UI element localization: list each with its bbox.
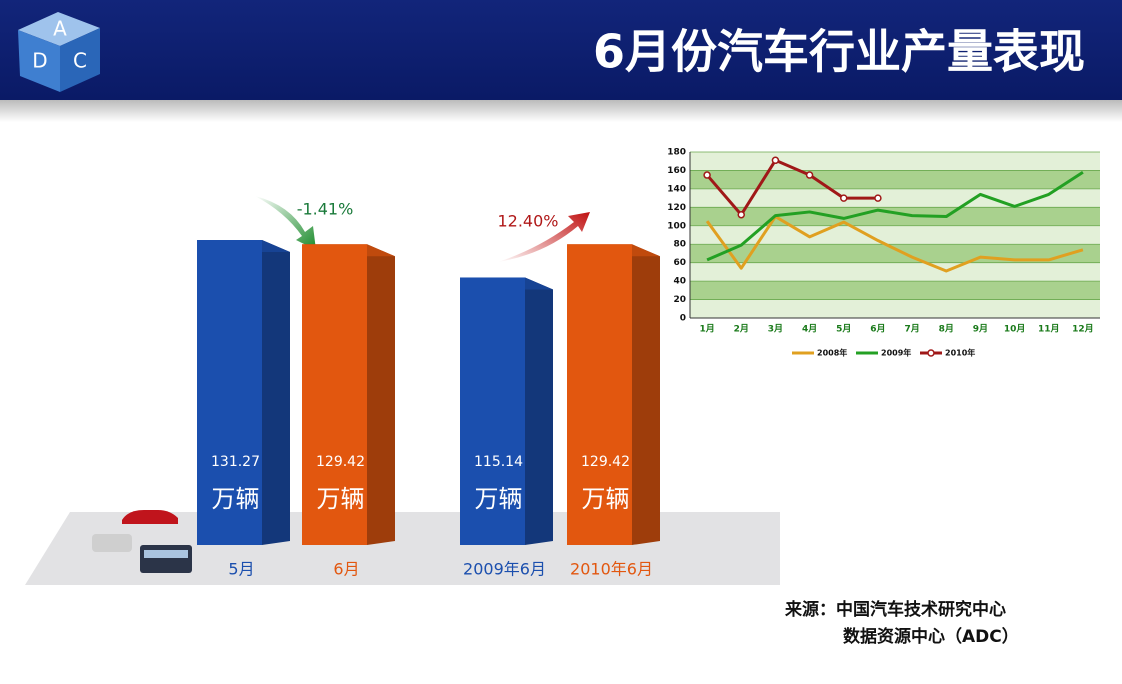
- value-label: 129.42: [581, 454, 630, 470]
- change-annotation: -1.41%: [297, 200, 354, 219]
- plot-band: [690, 207, 1100, 226]
- unit-label: 万辆: [212, 485, 260, 513]
- x-tick-label: 9月: [973, 324, 988, 335]
- value-label: 115.14: [474, 454, 523, 470]
- legend-marker: [927, 349, 935, 357]
- x-tick-label: 2009年6月: [463, 560, 546, 579]
- logo-letter: D: [32, 49, 47, 73]
- plot-band: [690, 299, 1100, 318]
- vehicles: [92, 510, 192, 573]
- x-tick-label: 2月: [734, 324, 749, 335]
- legend-label: 2008年: [817, 348, 847, 358]
- x-tick-label: 1月: [699, 324, 714, 335]
- source-line: 来源：中国汽车技术研究中心: [784, 599, 1006, 620]
- y-tick-label: 60: [673, 258, 686, 268]
- x-tick-label: 5月: [228, 560, 254, 579]
- plot-band: [690, 188, 1100, 208]
- bar-side: [632, 244, 660, 545]
- plot-band: [690, 225, 1100, 245]
- plot-band: [690, 152, 1100, 171]
- legend-label: 2010年: [945, 348, 975, 358]
- increase-arrow: [498, 212, 590, 262]
- y-tick-label: 180: [667, 148, 686, 158]
- x-tick-label: 3月: [768, 324, 783, 335]
- y-tick-label: 40: [673, 277, 686, 287]
- x-tick-label: 12月: [1072, 324, 1094, 335]
- point-marker: [805, 171, 814, 179]
- header-shadow: [0, 100, 1122, 122]
- x-tick-label: 6月: [870, 324, 885, 335]
- y-tick-label: 0: [680, 314, 686, 324]
- change-annotation: 12.40%: [497, 212, 558, 231]
- plot-band: [690, 170, 1100, 189]
- bar: [460, 277, 525, 545]
- bar-side: [525, 277, 553, 545]
- series-line: [705, 158, 878, 217]
- plot-band: [690, 281, 1100, 300]
- y-tick-label: 100: [667, 221, 686, 231]
- y-tick-label: 120: [667, 203, 686, 213]
- unit-label: 万辆: [582, 485, 630, 513]
- bar-side: [367, 244, 395, 545]
- y-tick-label: 160: [667, 166, 686, 176]
- bar-side: [262, 240, 290, 545]
- series-line: [706, 171, 1084, 262]
- logo: [18, 12, 100, 92]
- y-tick-label: 20: [673, 295, 686, 305]
- point-marker: [703, 171, 711, 179]
- point-marker: [840, 194, 848, 202]
- plot-band: [690, 262, 1100, 282]
- logo-letter: A: [53, 17, 67, 41]
- x-tick-label: 8月: [939, 324, 954, 335]
- y-tick-label: 140: [667, 184, 686, 194]
- logo-letter: C: [73, 49, 87, 73]
- legend-label: 2009年: [881, 348, 911, 358]
- unit-label: 万辆: [317, 485, 365, 513]
- value-label: 129.42: [316, 454, 365, 470]
- header-band: [0, 0, 1122, 100]
- x-tick-label: 7月: [904, 324, 919, 335]
- series-line: [705, 215, 1084, 273]
- y-tick-label: 80: [673, 240, 686, 250]
- x-tick-label: 4月: [802, 324, 817, 335]
- x-tick-label: 5月: [836, 324, 851, 335]
- x-tick-label: 6月: [333, 560, 359, 579]
- point-marker: [771, 156, 780, 165]
- slide-title: 6月份汽车行业产量表现: [593, 25, 1085, 79]
- point-marker: [874, 194, 882, 202]
- x-tick-label: 2010年6月: [570, 560, 653, 579]
- x-tick-label: 10月: [1004, 324, 1026, 335]
- value-label: 131.27: [211, 454, 260, 470]
- point-marker: [737, 210, 745, 219]
- bar: [302, 244, 367, 545]
- source-line: 数据资源中心（ADC）: [843, 626, 1019, 647]
- bar: [197, 240, 262, 545]
- x-tick-label: 11月: [1038, 324, 1060, 335]
- unit-label: 万辆: [475, 485, 523, 513]
- bar: [567, 244, 632, 545]
